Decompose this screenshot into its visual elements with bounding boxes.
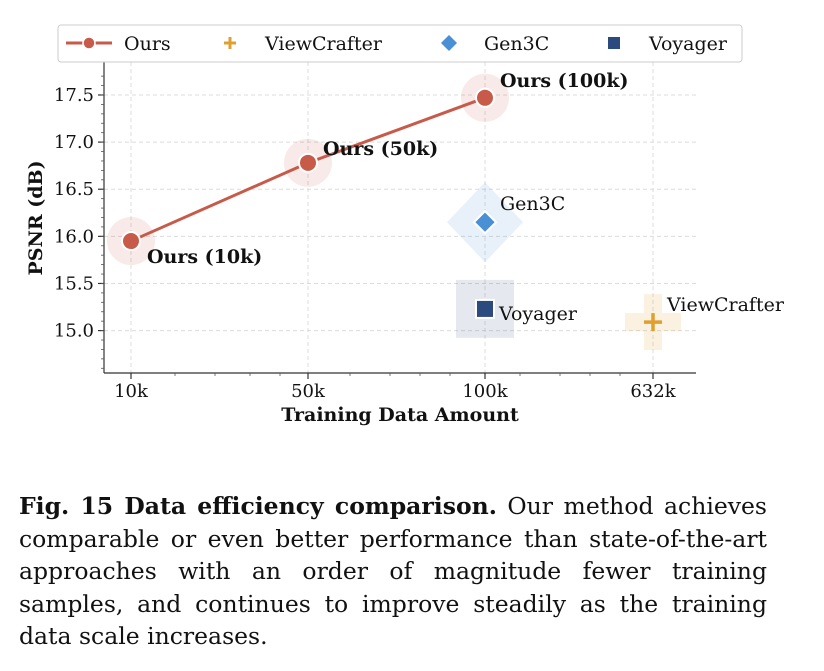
gen3c-point xyxy=(472,209,498,235)
x-axis-label: Training Data Amount xyxy=(281,404,519,426)
legend-marker-viewcrafter-v xyxy=(228,37,232,49)
x-ticks: 10k 50k 100k 632k xyxy=(114,373,677,402)
figure-caption: Fig. 15 Data efficiency comparison. Our … xyxy=(19,490,767,653)
y-ticks: 15.0 15.5 16.0 16.5 17.0 17.5 xyxy=(54,75,104,369)
y-tick-label: 17.5 xyxy=(54,85,94,106)
legend-marker-ours xyxy=(82,36,96,50)
caption-text: Our method achieves comparable or even b… xyxy=(19,492,767,650)
chart: 15.015.516.016.517.017.5 10k 50k 100k 632k … xyxy=(25,24,785,426)
point-label: Ours (50k) xyxy=(323,138,438,160)
point-label: Ours (10k) xyxy=(147,246,262,268)
y-tick-label: 15.0 xyxy=(54,321,94,342)
point-label: Ours (100k) xyxy=(500,70,629,92)
legend-label: ViewCrafter xyxy=(264,33,383,55)
ours-point xyxy=(298,152,318,173)
y-tick-label: 15.5 xyxy=(54,273,94,294)
y-tick-label: 17.0 xyxy=(54,132,94,153)
voyager-point xyxy=(475,298,495,319)
point-label: ViewCrafter xyxy=(666,294,785,316)
point-label: Voyager xyxy=(498,303,578,325)
legend-label: Voyager xyxy=(648,33,728,55)
viewcrafter-point-v xyxy=(651,313,655,332)
legend-box xyxy=(57,24,743,63)
x-tick-label: 632k xyxy=(630,381,676,402)
axes xyxy=(103,62,696,374)
ours-point xyxy=(121,231,141,252)
y-tick-label: 16.0 xyxy=(54,226,94,247)
y-tick-label: 16.5 xyxy=(54,179,94,200)
x-tick-label: 50k xyxy=(291,381,326,402)
caption-label: Fig. 15 Data efficiency comparison. xyxy=(19,492,497,520)
legend-label: Ours xyxy=(124,33,171,55)
legend-marker-gen3c xyxy=(441,35,457,51)
plot-marks: Ours (10k) Ours (50k) Ours (100k) Gen3C Voya… xyxy=(107,70,785,351)
x-tick-label: 100k xyxy=(462,381,508,402)
point-label: Gen3C xyxy=(500,193,565,215)
grid xyxy=(104,62,696,373)
ours-point xyxy=(475,87,495,108)
legend: Ours ViewCrafter Gen3C Voyager xyxy=(57,24,743,63)
legend-marker-voyager xyxy=(608,37,620,49)
legend-label: Gen3C xyxy=(484,33,549,55)
y-axis-label: PSNR (dB) xyxy=(25,160,47,275)
x-tick-label: 10k xyxy=(114,381,149,402)
